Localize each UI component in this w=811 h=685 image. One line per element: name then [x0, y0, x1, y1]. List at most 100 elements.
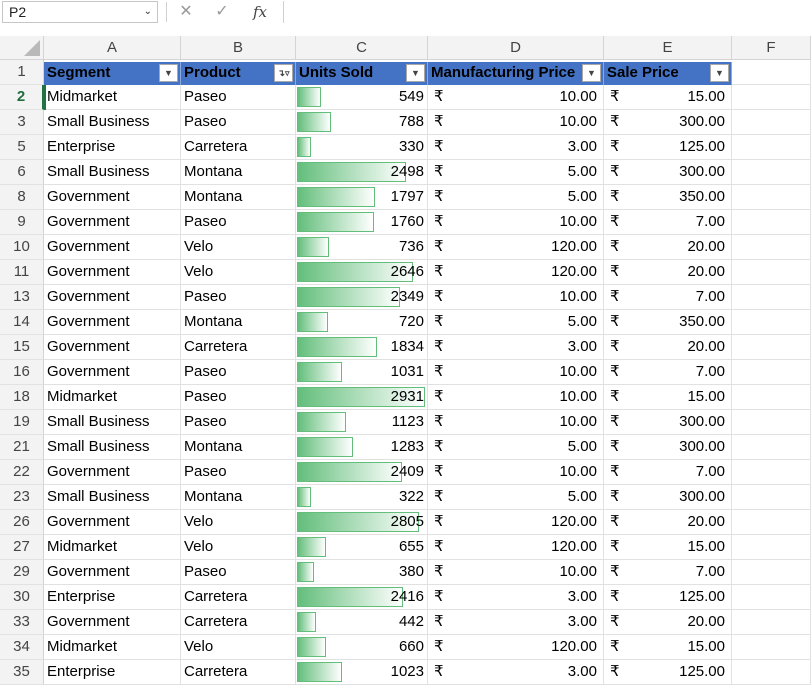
- segment-cell[interactable]: Midmarket: [44, 535, 181, 560]
- units-sold-cell[interactable]: 720: [296, 310, 428, 335]
- product-cell[interactable]: Velo: [181, 535, 296, 560]
- row-header[interactable]: 15: [0, 335, 44, 360]
- manufacturing-price-cell[interactable]: ₹120.00: [428, 535, 604, 560]
- grid-cell-empty[interactable]: [732, 210, 811, 235]
- units-sold-cell[interactable]: 2805: [296, 510, 428, 535]
- table-header-cell[interactable]: Sale Price ▼: [604, 62, 732, 85]
- sale-price-cell[interactable]: ₹7.00: [604, 560, 732, 585]
- sale-price-cell[interactable]: ₹300.00: [604, 160, 732, 185]
- manufacturing-price-cell[interactable]: ₹10.00: [428, 460, 604, 485]
- grid-cell-empty[interactable]: [732, 385, 811, 410]
- grid-cell-empty[interactable]: [732, 285, 811, 310]
- segment-cell[interactable]: Enterprise: [44, 135, 181, 160]
- manufacturing-price-cell[interactable]: ₹5.00: [428, 435, 604, 460]
- segment-cell[interactable]: Government: [44, 610, 181, 635]
- column-header-c[interactable]: C: [296, 36, 428, 60]
- units-sold-cell[interactable]: 1283: [296, 435, 428, 460]
- column-header-a[interactable]: A: [44, 36, 181, 60]
- sale-price-cell[interactable]: ₹15.00: [604, 385, 732, 410]
- grid-cell-empty[interactable]: [732, 85, 811, 110]
- manufacturing-price-cell[interactable]: ₹10.00: [428, 85, 604, 110]
- formula-input[interactable]: [283, 1, 811, 23]
- grid-cell-empty[interactable]: [732, 60, 811, 85]
- grid-cell-empty[interactable]: [732, 585, 811, 610]
- grid-cell-empty[interactable]: [732, 660, 811, 685]
- product-cell[interactable]: Velo: [181, 510, 296, 535]
- manufacturing-price-cell[interactable]: ₹3.00: [428, 585, 604, 610]
- row-header[interactable]: 19: [0, 410, 44, 435]
- manufacturing-price-cell[interactable]: ₹10.00: [428, 285, 604, 310]
- grid-cell-empty[interactable]: [732, 485, 811, 510]
- units-sold-cell[interactable]: 322: [296, 485, 428, 510]
- sale-price-cell[interactable]: ₹15.00: [604, 535, 732, 560]
- units-sold-cell[interactable]: 330: [296, 135, 428, 160]
- units-sold-cell[interactable]: 2416: [296, 585, 428, 610]
- product-cell[interactable]: Paseo: [181, 360, 296, 385]
- segment-cell[interactable]: Enterprise: [44, 585, 181, 610]
- product-cell[interactable]: Montana: [181, 160, 296, 185]
- units-sold-cell[interactable]: 736: [296, 235, 428, 260]
- units-sold-cell[interactable]: 1023: [296, 660, 428, 685]
- row-header[interactable]: 14: [0, 310, 44, 335]
- grid-cell-empty[interactable]: [732, 185, 811, 210]
- select-all-button[interactable]: [0, 36, 44, 60]
- manufacturing-price-cell[interactable]: ₹120.00: [428, 235, 604, 260]
- filter-dropdown-button[interactable]: ▼: [159, 64, 178, 82]
- manufacturing-price-cell[interactable]: ₹120.00: [428, 635, 604, 660]
- grid-cell-empty[interactable]: [732, 460, 811, 485]
- row-header[interactable]: 34: [0, 635, 44, 660]
- product-cell[interactable]: Velo: [181, 260, 296, 285]
- filter-dropdown-button[interactable]: ▼: [582, 64, 601, 82]
- table-header-cell[interactable]: Manufacturing Price ▼: [428, 62, 604, 85]
- segment-cell[interactable]: Government: [44, 335, 181, 360]
- grid-cell-empty[interactable]: [732, 535, 811, 560]
- sale-price-cell[interactable]: ₹300.00: [604, 110, 732, 135]
- grid-cell-empty[interactable]: [732, 260, 811, 285]
- units-sold-cell[interactable]: 2931: [296, 385, 428, 410]
- segment-cell[interactable]: Small Business: [44, 485, 181, 510]
- grid-cell-empty[interactable]: [732, 635, 811, 660]
- table-header-cell[interactable]: Segment ▼: [44, 62, 181, 85]
- units-sold-cell[interactable]: 380: [296, 560, 428, 585]
- row-header[interactable]: 26: [0, 510, 44, 535]
- segment-cell[interactable]: Government: [44, 310, 181, 335]
- segment-cell[interactable]: Small Business: [44, 160, 181, 185]
- row-header[interactable]: 3: [0, 110, 44, 135]
- grid-cell-empty[interactable]: [732, 310, 811, 335]
- units-sold-cell[interactable]: 2409: [296, 460, 428, 485]
- grid-cell-empty[interactable]: [732, 235, 811, 260]
- product-cell[interactable]: Montana: [181, 435, 296, 460]
- product-cell[interactable]: Paseo: [181, 285, 296, 310]
- segment-cell[interactable]: Government: [44, 235, 181, 260]
- manufacturing-price-cell[interactable]: ₹10.00: [428, 560, 604, 585]
- sale-price-cell[interactable]: ₹300.00: [604, 435, 732, 460]
- row-header[interactable]: 8: [0, 185, 44, 210]
- product-cell[interactable]: Paseo: [181, 85, 296, 110]
- check-icon[interactable]: ✓: [215, 3, 229, 20]
- row-header[interactable]: 21: [0, 435, 44, 460]
- manufacturing-price-cell[interactable]: ₹120.00: [428, 260, 604, 285]
- sale-price-cell[interactable]: ₹20.00: [604, 235, 732, 260]
- manufacturing-price-cell[interactable]: ₹5.00: [428, 185, 604, 210]
- manufacturing-price-cell[interactable]: ₹10.00: [428, 210, 604, 235]
- segment-cell[interactable]: Midmarket: [44, 85, 181, 110]
- filter-applied-button[interactable]: ↴▿: [274, 64, 293, 82]
- row-header[interactable]: 5: [0, 135, 44, 160]
- product-cell[interactable]: Carretera: [181, 585, 296, 610]
- table-header-cell[interactable]: Product ↴▿: [181, 62, 296, 85]
- sale-price-cell[interactable]: ₹350.00: [604, 310, 732, 335]
- product-cell[interactable]: Carretera: [181, 135, 296, 160]
- grid-cell-empty[interactable]: [732, 435, 811, 460]
- column-header-f[interactable]: F: [732, 36, 811, 60]
- row-header[interactable]: 1: [0, 60, 44, 85]
- units-sold-cell[interactable]: 1031: [296, 360, 428, 385]
- manufacturing-price-cell[interactable]: ₹10.00: [428, 110, 604, 135]
- segment-cell[interactable]: Government: [44, 185, 181, 210]
- row-header[interactable]: 23: [0, 485, 44, 510]
- filter-dropdown-button[interactable]: ▼: [710, 64, 729, 82]
- manufacturing-price-cell[interactable]: ₹120.00: [428, 510, 604, 535]
- manufacturing-price-cell[interactable]: ₹10.00: [428, 360, 604, 385]
- grid-cell-empty[interactable]: [732, 610, 811, 635]
- sale-price-cell[interactable]: ₹125.00: [604, 585, 732, 610]
- segment-cell[interactable]: Government: [44, 285, 181, 310]
